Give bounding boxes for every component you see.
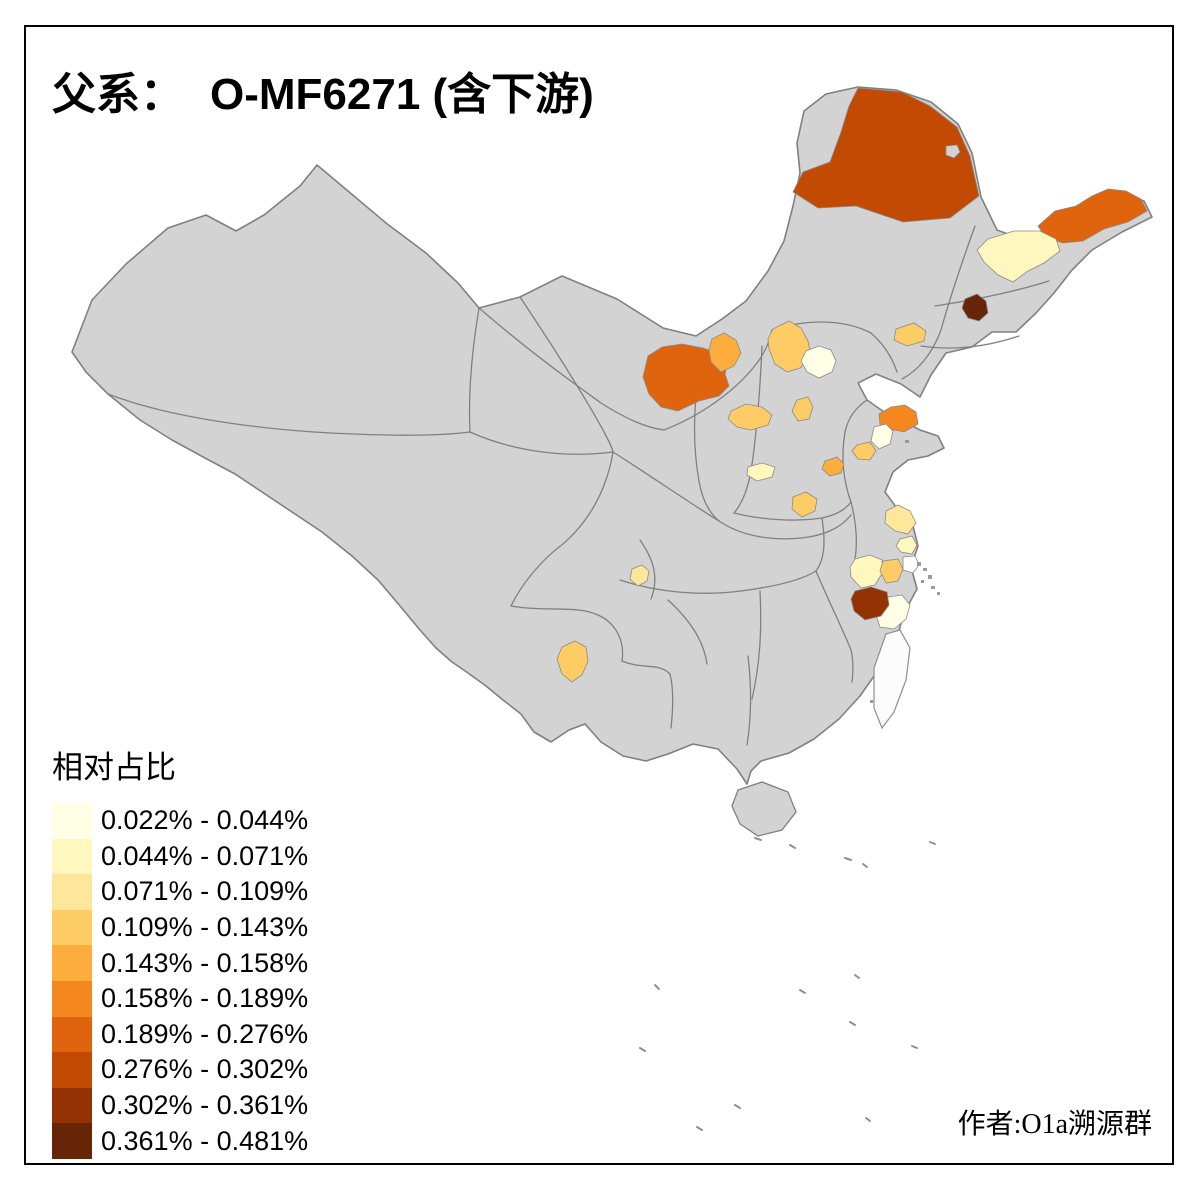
legend-row: 0.044% - 0.071% xyxy=(52,838,309,875)
title-main: O-MF6271 (含下游) xyxy=(210,70,594,119)
legend-swatch xyxy=(52,980,92,1017)
legend-swatch xyxy=(52,874,92,910)
legend-row: 0.109% - 0.143% xyxy=(52,909,309,946)
choropleth-regions xyxy=(556,87,1148,683)
region-kunming xyxy=(556,640,589,683)
legend-swatch xyxy=(52,803,92,839)
coastal-islets xyxy=(870,440,940,703)
legend-label: 0.276% - 0.302% xyxy=(101,1054,309,1085)
region-hengshui xyxy=(791,396,814,422)
legend-swatch xyxy=(52,1087,92,1124)
legend-swatch xyxy=(52,838,92,875)
region-wanzhou xyxy=(629,564,650,587)
region-jinzhou xyxy=(893,322,927,347)
legend-label: 0.361% - 0.481% xyxy=(101,1125,309,1156)
legend-row: 0.143% - 0.158% xyxy=(52,945,308,981)
south-sea-islets xyxy=(639,837,936,1131)
region-taian xyxy=(851,441,877,461)
region-hangzhou xyxy=(849,554,884,589)
region-puyang xyxy=(746,462,776,482)
region-hulunbuir xyxy=(792,87,980,223)
legend-label: 0.158% - 0.189% xyxy=(101,983,309,1014)
region-shanghai xyxy=(902,555,920,574)
region-nantong xyxy=(895,535,918,555)
legend-swatch xyxy=(52,1052,92,1088)
legend-label: 0.109% - 0.143% xyxy=(101,912,309,943)
legend-label: 0.189% - 0.276% xyxy=(101,1018,309,1049)
region-zibo xyxy=(870,423,894,450)
taiwan-island xyxy=(873,629,911,730)
hainan-island xyxy=(731,781,797,837)
title-prefix: 父系： xyxy=(52,70,184,119)
region-enclave-hole xyxy=(945,144,961,159)
region-ordos xyxy=(642,343,730,412)
region-jilin-city xyxy=(961,293,989,322)
page-title: 父系： O-MF6271 (含下游) xyxy=(52,58,594,122)
region-yancheng xyxy=(884,504,917,535)
region-zhangjiakou xyxy=(767,320,812,373)
legend-label: 0.302% - 0.361% xyxy=(101,1090,309,1121)
legend-label: 0.071% - 0.109% xyxy=(101,876,309,907)
legend-swatch xyxy=(52,909,92,946)
legend-row: 0.276% - 0.302% xyxy=(52,1052,308,1088)
legend-swatch xyxy=(52,1016,92,1053)
legend-rows: 0.022% - 0.044% 0.044% - 0.071% 0.071% - 0… xyxy=(52,803,308,1159)
legend-title: 相对占比 xyxy=(52,750,176,785)
author-credit: 作者:O1a溯源群 xyxy=(957,1109,1152,1140)
legend-row: 0.071% - 0.109% xyxy=(52,874,308,910)
legend-row: 0.361% - 0.481% xyxy=(52,1123,308,1159)
legend-row: 0.022% - 0.044% xyxy=(52,803,308,839)
legend-row: 0.189% - 0.276% xyxy=(52,1016,309,1053)
region-shijiazhuang xyxy=(727,403,773,431)
legend-label: 0.143% - 0.158% xyxy=(101,947,309,978)
region-shaoxing xyxy=(879,558,904,584)
region-jinhua xyxy=(850,586,890,621)
region-zhengzhou xyxy=(791,491,818,518)
legend-row: 0.158% - 0.189% xyxy=(52,980,309,1017)
legend-label: 0.044% - 0.071% xyxy=(101,840,309,871)
region-jiamusi xyxy=(1037,188,1148,244)
legend-swatch xyxy=(52,1123,92,1159)
islands xyxy=(639,440,940,1131)
region-heze xyxy=(821,456,845,477)
legend-label: 0.022% - 0.044% xyxy=(101,805,309,836)
legend: 相对占比 0.022% - 0.044% 0.044% - 0.071% 0.071… xyxy=(52,742,308,1159)
region-beijing xyxy=(800,345,837,379)
mainland-landmass xyxy=(71,86,1153,785)
region-hohhot xyxy=(708,332,742,373)
region-suihua xyxy=(976,230,1061,283)
province-borders xyxy=(107,225,1050,746)
legend-row: 0.302% - 0.361% xyxy=(52,1087,309,1124)
legend-swatch xyxy=(52,945,92,981)
